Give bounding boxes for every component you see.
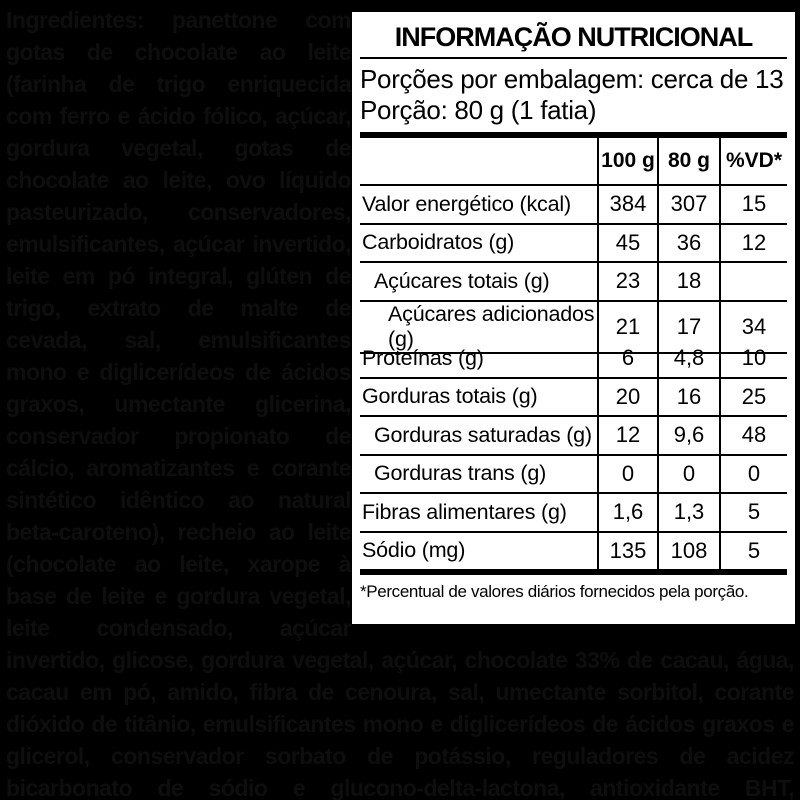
column-header-vd: %VD* — [719, 138, 787, 186]
value-100g: 1,6 — [597, 494, 657, 533]
daily-values-footnote: *Percentual de valores diários fornecido… — [360, 582, 749, 601]
value-80g: 36 — [657, 224, 719, 263]
row-label: Fibras alimentares (g) — [360, 494, 597, 533]
table-row-fiber: Fibras alimentares (g) 1,6 1,3 5 — [360, 494, 787, 533]
column-header-80g: 80 g — [657, 138, 719, 186]
value-100g: 12 — [597, 417, 657, 456]
row-label: Açúcares adicionados (g) — [360, 302, 597, 354]
value-100g: 20 — [597, 378, 657, 417]
table-row-sodium: Sódio (mg) 135 108 5 — [360, 532, 787, 569]
column-header-100g: 100 g — [597, 138, 657, 186]
value-80g: 108 — [657, 532, 719, 569]
servings-per-package-line: Porções por embalagem: cerca de 13 — [360, 64, 784, 94]
value-80g: 9,6 — [657, 417, 719, 456]
table-row-energy: Valor energético (kcal) 384 307 15 — [360, 186, 787, 225]
nutrition-table: 100 g 80 g %VD* Valor energético (kcal) … — [360, 132, 787, 575]
row-label: Gorduras trans (g) — [360, 456, 597, 494]
value-vd: 12 — [719, 224, 787, 263]
value-vd — [719, 263, 787, 302]
ingredients-paragraph: Ingredientes: panettone com gotas de cho… — [6, 7, 795, 800]
value-vd: 48 — [719, 417, 787, 456]
value-vd: 5 — [719, 494, 787, 533]
table-row-protein: Proteínas (g) 6 4,8 10 — [360, 340, 787, 379]
header-empty-cell — [360, 138, 597, 186]
row-label: Proteínas (g) — [360, 340, 597, 379]
value-vd: 25 — [719, 378, 787, 417]
value-100g: 0 — [597, 455, 657, 494]
value-100g: 135 — [597, 532, 657, 569]
row-label: Sódio (mg) — [362, 538, 466, 563]
value-80g: 4,8 — [657, 340, 719, 379]
value-vd: 15 — [719, 186, 787, 225]
nutrition-panel-title: INFORMAÇÃO NUTRICIONAL — [394, 22, 753, 52]
row-label: Açúcares totais (g) — [360, 263, 597, 302]
value-80g: 0 — [657, 455, 719, 494]
table-row-added-sugars: Açúcares adicionados (g) 21 17 34 — [360, 301, 787, 354]
value-100g: 384 — [597, 186, 657, 225]
title-divider — [360, 57, 787, 59]
value-80g: 16 — [657, 378, 719, 417]
row-label: Gorduras saturadas (g) — [360, 417, 597, 456]
value-100g: 23 — [597, 263, 657, 302]
value-vd: 34 — [719, 301, 787, 354]
row-label: Gorduras totais (g) — [360, 379, 597, 417]
value-80g: 307 — [657, 186, 719, 225]
table-row-total-fat: Gorduras totais (g) 20 16 25 — [360, 378, 787, 417]
table-row-total-sugars: Açúcares totais (g) 23 18 — [360, 263, 787, 302]
table-row-carbs: Carboidratos (g) 45 36 12 — [360, 224, 787, 263]
table-header-row: 100 g 80 g %VD* — [360, 138, 787, 186]
portion-size-line: Porção: 80 g (1 fatia) — [360, 95, 597, 125]
serving-info: Porções por embalagem: cerca de 13 Porçã… — [360, 59, 787, 132]
value-100g: 45 — [597, 224, 657, 263]
value-80g: 17 — [657, 301, 719, 354]
value-vd: 10 — [719, 340, 787, 379]
table-row-trans-fat: Gorduras trans (g) 0 0 0 — [360, 455, 787, 494]
row-label: Valor energético (kcal) — [360, 186, 597, 225]
value-100g: 6 — [597, 340, 657, 379]
table-row-saturated-fat: Gorduras saturadas (g) 12 9,6 48 — [360, 417, 787, 456]
nutrition-facts-panel: INFORMAÇÃO NUTRICIONAL Porções por embal… — [352, 12, 795, 624]
value-80g: 1,3 — [657, 494, 719, 533]
row-label: Carboidratos (g) — [360, 225, 597, 263]
value-100g: 21 — [597, 301, 657, 354]
value-80g: 18 — [657, 263, 719, 302]
value-vd: 5 — [719, 532, 787, 569]
value-vd: 0 — [719, 455, 787, 494]
